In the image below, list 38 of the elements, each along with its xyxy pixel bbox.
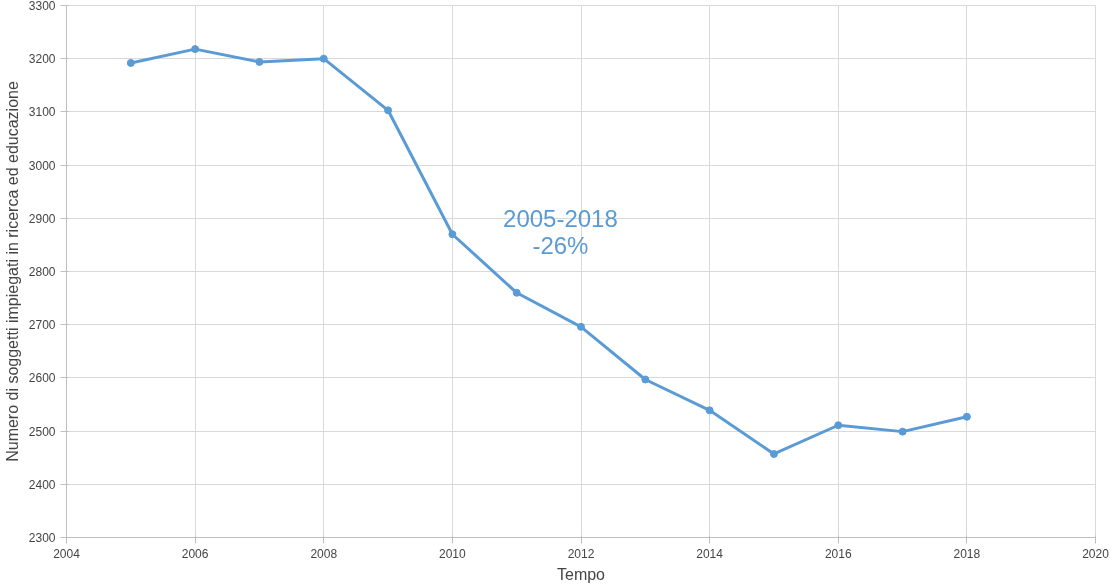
y-tick-label: 2600 <box>28 371 56 386</box>
x-tick-label: 2004 <box>53 546 81 561</box>
point <box>834 421 843 430</box>
point <box>962 412 971 421</box>
point <box>641 375 650 384</box>
point <box>705 406 714 415</box>
point <box>319 54 328 63</box>
point <box>126 58 135 67</box>
annotation: 2005-2018 <box>503 204 618 232</box>
y-tick-label: 3000 <box>28 158 56 173</box>
x-tick-label: 2010 <box>439 546 467 561</box>
y-tick-label: 2900 <box>28 211 56 226</box>
x-tick-label: 2014 <box>696 546 724 561</box>
y-tick-label: 2400 <box>28 477 56 492</box>
y-axis-title: Numero di soggetti impiegati in ricerca ed educazione <box>3 81 21 462</box>
point <box>769 449 778 458</box>
x-tick-label: 2020 <box>1082 546 1110 561</box>
annotation: -26% <box>532 232 589 260</box>
y-tick-label: 2300 <box>28 531 56 545</box>
y-tick-label: 2500 <box>28 424 56 439</box>
x-tick-label: 2016 <box>824 546 852 561</box>
point <box>448 230 457 239</box>
y-tick-label: 2700 <box>28 318 56 333</box>
y-tick-label: 3100 <box>28 105 56 120</box>
x-axis-title: Tempo <box>556 565 606 583</box>
x-tick-label: 2018 <box>953 546 981 561</box>
y-tick-label: 2800 <box>28 265 56 279</box>
point <box>898 427 907 436</box>
point <box>512 288 521 297</box>
point <box>384 106 393 115</box>
point <box>191 45 200 54</box>
point <box>577 322 585 331</box>
y-tick-label: 3300 <box>28 0 56 13</box>
x-tick-label: 2006 <box>181 546 209 561</box>
point <box>255 57 264 66</box>
x-tick-label: 2008 <box>310 546 338 561</box>
x-tick-label: 2012 <box>567 546 595 561</box>
y-tick-label: 3200 <box>28 52 56 67</box>
